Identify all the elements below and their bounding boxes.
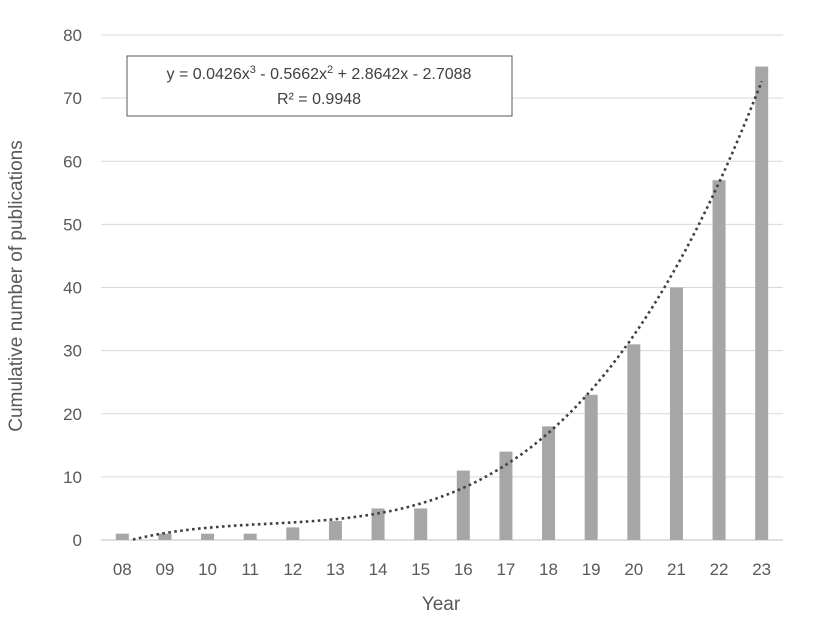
trendline-equation: y = 0.0426x3 - 0.5662x2 + 2.8642x - 2.70… [167, 64, 472, 83]
x-tick-label: 10 [198, 560, 217, 579]
bar [456, 470, 470, 540]
trendline-r-squared: R² = 0.9948 [277, 91, 361, 108]
x-tick-label: 13 [326, 560, 345, 579]
x-axis-title: Year [422, 594, 461, 615]
x-tick-label: 20 [624, 560, 643, 579]
bar-series [115, 66, 769, 540]
bar [414, 508, 428, 540]
y-axis-title: Cumulative number of publications [6, 140, 27, 432]
trendline-label-box [126, 55, 513, 117]
x-tick-label: 18 [539, 560, 558, 579]
x-tick-label: 22 [710, 560, 729, 579]
bar [584, 394, 598, 540]
y-tick-label: 40 [63, 279, 82, 298]
bar [542, 426, 556, 540]
y-axis-ticks: 0 10 20 30 40 50 60 70 80 [63, 26, 82, 550]
y-tick-label: 70 [63, 89, 82, 108]
x-tick-label: 08 [113, 560, 132, 579]
y-tick-label: 80 [63, 26, 82, 45]
bar [158, 533, 172, 540]
y-tick-label: 10 [63, 468, 82, 487]
x-tick-label: 19 [582, 560, 601, 579]
x-tick-label: 17 [496, 560, 515, 579]
x-tick-label: 23 [752, 560, 771, 579]
x-tick-label: 16 [454, 560, 473, 579]
trendline-label: y = 0.0426x3 - 0.5662x2 + 2.8642x - 2.70… [126, 55, 513, 117]
bar [243, 533, 257, 540]
bar [115, 533, 129, 540]
trendline-group [132, 80, 763, 541]
x-axis-ticks: 08 09 10 11 12 13 14 15 16 17 18 19 20 21 22 23 [113, 560, 771, 579]
x-tick-label: 21 [667, 560, 686, 579]
y-tick-label: 20 [63, 405, 82, 424]
bar [712, 180, 726, 540]
x-tick-label: 14 [369, 560, 388, 579]
y-tick-label: 30 [63, 342, 82, 361]
bar [627, 344, 641, 540]
x-tick-label: 09 [155, 560, 174, 579]
trendline [132, 80, 763, 541]
y-tick-label: 50 [63, 215, 82, 234]
bar [499, 451, 513, 540]
y-tick-label: 60 [63, 152, 82, 171]
bar [669, 287, 683, 540]
x-tick-label: 12 [283, 560, 302, 579]
y-tick-label: 0 [73, 531, 82, 550]
x-tick-label: 15 [411, 560, 430, 579]
bar [371, 508, 385, 540]
x-tick-label: 11 [241, 560, 259, 579]
bar [755, 66, 769, 540]
gridlines [101, 34, 783, 541]
bar [286, 527, 300, 540]
bar [328, 521, 342, 540]
bar [201, 533, 215, 540]
